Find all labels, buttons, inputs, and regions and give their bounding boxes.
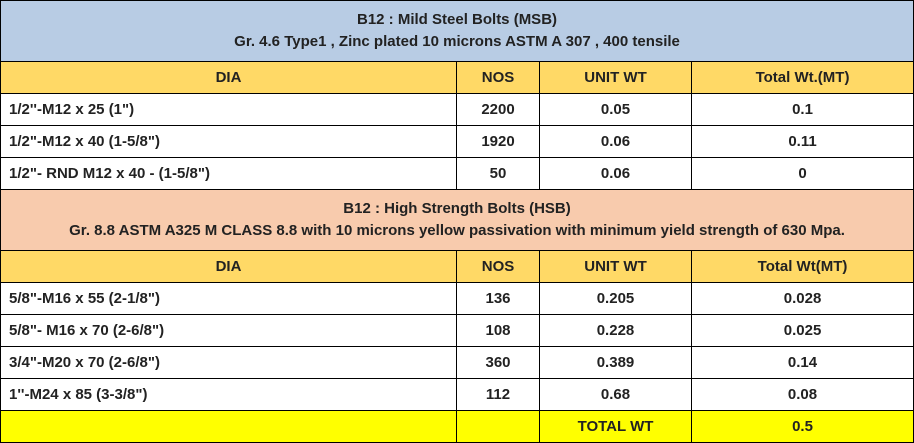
cell: 0.389 — [539, 346, 692, 379]
cell: 108 — [456, 314, 540, 347]
data-row: 1/2"- RND M12 x 40 - (1-5/8") 50 0.06 0 — [0, 157, 914, 190]
empty-cell — [456, 410, 540, 443]
cell: 0.06 — [539, 125, 692, 158]
empty-cell — [0, 410, 457, 443]
cell: 1/2"- RND M12 x 40 - (1-5/8") — [0, 157, 457, 190]
data-row: 5/8"- M16 x 70 (2-6/8") 108 0.228 0.025 — [0, 314, 914, 347]
total-row: TOTAL WT 0.5 — [0, 410, 914, 443]
section-subtitle: Gr. 4.6 Type1 , Zinc plated 10 microns A… — [234, 33, 680, 50]
cell: 50 — [456, 157, 540, 190]
column-header: Total Wt.(MT) — [690, 61, 914, 94]
cell: 0.025 — [690, 314, 914, 347]
cell: 1920 — [456, 125, 540, 158]
column-header: DIA — [0, 250, 457, 283]
data-row: 1/2"-M12 x 40 (1-5/8") 1920 0.06 0.11 — [0, 125, 914, 158]
cell: 5/8"- M16 x 70 (2-6/8") — [0, 314, 457, 347]
cell: 1/2''-M12 x 25 (1") — [0, 93, 457, 126]
cell: 1''-M24 x 85 (3-3/8") — [0, 378, 457, 411]
cell: 1/2"-M12 x 40 (1-5/8") — [0, 125, 457, 158]
cell: 0 — [690, 157, 914, 190]
column-header: UNIT WT — [539, 61, 692, 94]
section-title-cell: B12 : High Strength Bolts (HSB) Gr. 8.8 A… — [0, 189, 914, 251]
cell: 0.205 — [539, 282, 692, 315]
cell: 360 — [456, 346, 540, 379]
cell: 0.1 — [690, 93, 914, 126]
section-header: B12 : Mild Steel Bolts (MSB) Gr. 4.6 Type… — [0, 0, 914, 62]
column-header-row: DIA NOS UNIT WT Total Wt.(MT) — [0, 61, 914, 94]
column-header: Total Wt(MT) — [690, 250, 914, 283]
column-header-row: DIA NOS UNIT WT Total Wt(MT) — [0, 250, 914, 283]
cell: 112 — [456, 378, 540, 411]
cell: 5/8"-M16 x 55 (2-1/8") — [0, 282, 457, 315]
column-header: NOS — [456, 61, 540, 94]
cell: 0.08 — [690, 378, 914, 411]
cell: 0.11 — [690, 125, 914, 158]
section-header: B12 : High Strength Bolts (HSB) Gr. 8.8 A… — [0, 189, 914, 251]
data-row: 1''-M24 x 85 (3-3/8") 112 0.68 0.08 — [0, 378, 914, 411]
section-title: B12 : Mild Steel Bolts (MSB) — [357, 11, 558, 28]
cell: 3/4"-M20 x 70 (2-6/8") — [0, 346, 457, 379]
data-row: 1/2''-M12 x 25 (1") 2200 0.05 0.1 — [0, 93, 914, 126]
column-header: DIA — [0, 61, 457, 94]
cell: 0.228 — [539, 314, 692, 347]
cell: 0.028 — [690, 282, 914, 315]
cell: 0.06 — [539, 157, 692, 190]
total-value: 0.5 — [690, 410, 914, 443]
column-header: UNIT WT — [539, 250, 692, 283]
section-title-cell: B12 : Mild Steel Bolts (MSB) Gr. 4.6 Type… — [0, 0, 914, 62]
cell: 0.14 — [690, 346, 914, 379]
data-row: 3/4"-M20 x 70 (2-6/8") 360 0.389 0.14 — [0, 346, 914, 379]
data-row: 5/8"-M16 x 55 (2-1/8") 136 0.205 0.028 — [0, 282, 914, 315]
section-subtitle: Gr. 8.8 ASTM A325 M CLASS 8.8 with 10 mi… — [69, 222, 845, 239]
total-label: TOTAL WT — [539, 410, 692, 443]
cell: 0.05 — [539, 93, 692, 126]
cell: 0.68 — [539, 378, 692, 411]
cell: 136 — [456, 282, 540, 315]
column-header: NOS — [456, 250, 540, 283]
cell: 2200 — [456, 93, 540, 126]
section-title: B12 : High Strength Bolts (HSB) — [343, 200, 571, 217]
